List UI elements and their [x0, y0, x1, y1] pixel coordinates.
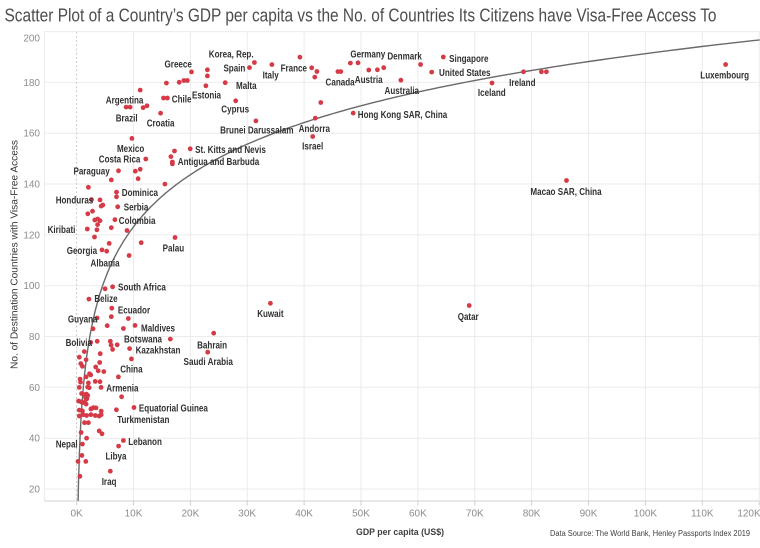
svg-text:Israel: Israel — [302, 141, 323, 152]
svg-text:Lebanon: Lebanon — [128, 437, 162, 448]
svg-text:Korea, Rep.: Korea, Rep. — [209, 49, 254, 60]
svg-text:Germany: Germany — [350, 49, 385, 60]
svg-text:Kuwait: Kuwait — [257, 309, 284, 320]
svg-text:Austria: Austria — [355, 75, 383, 86]
svg-text:Kazakhstan: Kazakhstan — [136, 346, 181, 357]
svg-text:100K: 100K — [634, 508, 658, 519]
svg-text:United States: United States — [439, 68, 491, 79]
svg-text:120K: 120K — [737, 508, 760, 519]
svg-text:Mexico: Mexico — [117, 144, 144, 155]
svg-text:0K: 0K — [70, 508, 83, 519]
svg-text:Turkmenistan: Turkmenistan — [117, 415, 169, 426]
svg-text:20: 20 — [29, 485, 41, 496]
svg-text:Equatorial Guinea: Equatorial Guinea — [139, 404, 208, 415]
svg-text:Scatter Plot of a Country’s GD: Scatter Plot of a Country’s GDP per capi… — [5, 5, 717, 26]
svg-text:France: France — [281, 64, 308, 75]
svg-text:Colombia: Colombia — [119, 216, 156, 227]
svg-text:80K: 80K — [523, 508, 541, 519]
svg-text:40K: 40K — [295, 508, 313, 519]
svg-text:Bolivia: Bolivia — [66, 338, 93, 349]
svg-text:Ireland: Ireland — [509, 78, 535, 89]
svg-text:Data Source: The World Bank, H: Data Source: The World Bank, Henley Pass… — [550, 529, 751, 538]
svg-text:Armenia: Armenia — [106, 384, 138, 395]
svg-text:Guyana: Guyana — [68, 315, 98, 326]
svg-text:Estonia: Estonia — [192, 90, 221, 101]
svg-text:110K: 110K — [691, 508, 714, 519]
svg-text:Iceland: Iceland — [478, 88, 506, 99]
svg-text:Spain: Spain — [223, 63, 245, 74]
svg-text:Chile: Chile — [172, 94, 192, 105]
svg-text:Georgia: Georgia — [67, 246, 98, 257]
svg-text:80: 80 — [29, 332, 41, 343]
svg-text:GDP per capita (US$): GDP per capita (US$) — [356, 527, 444, 538]
svg-text:20K: 20K — [182, 508, 200, 519]
svg-text:140: 140 — [23, 180, 40, 191]
svg-text:Canada: Canada — [326, 78, 355, 89]
svg-text:120: 120 — [23, 230, 40, 241]
svg-text:10K: 10K — [125, 508, 143, 519]
svg-text:Luxembourg: Luxembourg — [700, 71, 749, 82]
svg-text:Kiribati: Kiribati — [48, 225, 76, 236]
svg-text:100: 100 — [23, 281, 40, 292]
svg-text:Dominica: Dominica — [122, 188, 159, 199]
svg-text:South Africa: South Africa — [118, 282, 166, 293]
svg-text:Serbia: Serbia — [124, 203, 149, 214]
svg-text:Bahrain: Bahrain — [197, 340, 227, 351]
svg-text:Brazil: Brazil — [116, 114, 138, 125]
svg-text:Macao SAR, China: Macao SAR, China — [530, 187, 601, 198]
svg-text:Paraguay: Paraguay — [73, 166, 110, 177]
svg-text:Iraq: Iraq — [102, 477, 117, 488]
svg-text:Antigua and Barbuda: Antigua and Barbuda — [178, 157, 260, 168]
svg-text:Argentina: Argentina — [106, 95, 144, 106]
svg-text:30K: 30K — [238, 508, 256, 519]
svg-text:Denmark: Denmark — [387, 51, 422, 62]
svg-text:China: China — [120, 364, 143, 375]
svg-text:Botswana: Botswana — [124, 335, 162, 346]
svg-text:180: 180 — [23, 78, 40, 89]
svg-text:Hong Kong SAR, China: Hong Kong SAR, China — [358, 110, 448, 121]
svg-text:60: 60 — [29, 383, 41, 394]
svg-text:Costa Rica: Costa Rica — [99, 155, 141, 166]
svg-text:200: 200 — [23, 34, 40, 45]
svg-text:No. of Destination Countries w: No. of Destination Countries with Visa-F… — [10, 140, 21, 369]
svg-text:Belize: Belize — [94, 294, 118, 305]
svg-text:Palau: Palau — [163, 244, 185, 255]
svg-text:Albania: Albania — [91, 259, 120, 270]
svg-text:160: 160 — [23, 129, 40, 140]
svg-text:Malta: Malta — [236, 81, 257, 92]
svg-text:60K: 60K — [409, 508, 427, 519]
svg-text:Qatar: Qatar — [458, 312, 479, 323]
svg-text:Croatia: Croatia — [147, 118, 175, 129]
svg-text:Greece: Greece — [165, 60, 193, 71]
svg-text:Brunei Darussalam: Brunei Darussalam — [220, 126, 293, 137]
svg-text:50K: 50K — [352, 508, 370, 519]
svg-text:St. Kitts and Nevis: St. Kitts and Nevis — [195, 145, 266, 156]
svg-text:70K: 70K — [466, 508, 484, 519]
svg-text:Cyprus: Cyprus — [221, 105, 249, 116]
svg-text:Nepal: Nepal — [56, 440, 78, 451]
svg-text:Australia: Australia — [385, 86, 420, 97]
svg-text:40: 40 — [29, 434, 41, 445]
svg-text:Ecuador: Ecuador — [118, 305, 150, 316]
svg-text:Singapore: Singapore — [449, 54, 489, 65]
svg-text:Honduras: Honduras — [56, 196, 94, 207]
svg-text:Maldives: Maldives — [141, 323, 175, 334]
svg-text:Andorra: Andorra — [299, 124, 331, 135]
svg-text:Italy: Italy — [263, 70, 279, 81]
svg-text:Saudi Arabia: Saudi Arabia — [184, 357, 234, 368]
svg-text:90K: 90K — [580, 508, 598, 519]
svg-text:Libya: Libya — [106, 451, 127, 462]
